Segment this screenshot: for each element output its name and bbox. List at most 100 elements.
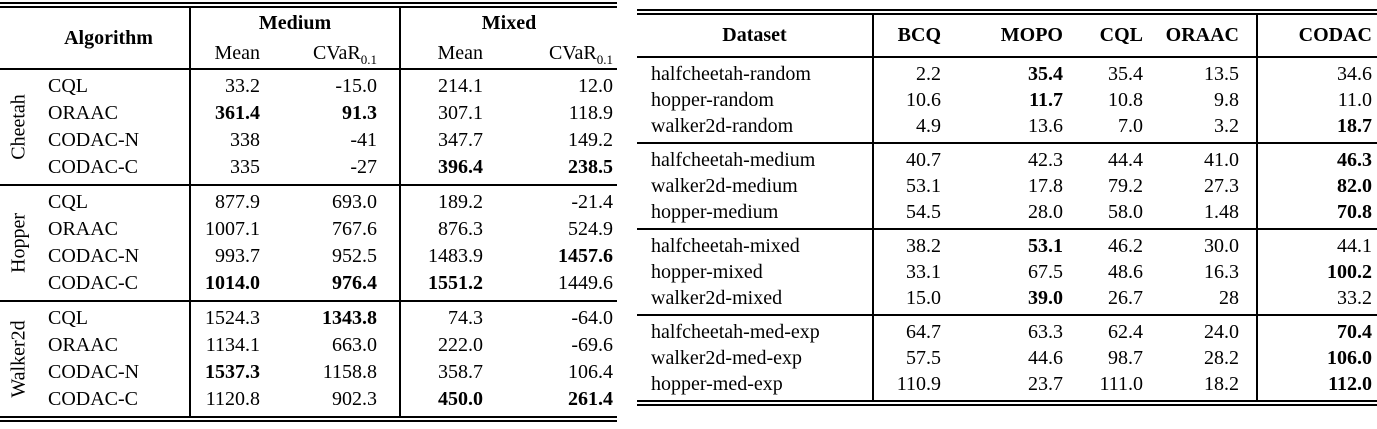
value-cell: 902.3 [332, 388, 378, 410]
right-table-header: Dataset BCQ MOPO CQL ORAAC CODAC [637, 12, 1377, 57]
value-cell: -69.6 [571, 334, 614, 356]
table-row: walker2d-mixed 15.0 39.0 26.7 28 33.2 [637, 285, 1377, 315]
algorithm-cell: CQL [48, 307, 88, 329]
dataset-cell: hopper-random [651, 89, 774, 111]
value-cell: 26.7 [1108, 287, 1143, 309]
value-cell: 13.6 [1028, 115, 1063, 137]
value-cell: 222.0 [399, 332, 494, 359]
dataset-group-1: halfcheetah-medium 40.7 42.3 44.4 41.0 46.3 wa… [637, 143, 1377, 229]
cvar-subscript: 0.1 [360, 52, 378, 67]
env-label: Walker2d [0, 301, 38, 419]
value-cell: 33.2 [189, 69, 271, 100]
value-cell: 1457.6 [558, 245, 614, 267]
value-cell: 34.6 [1256, 57, 1377, 87]
table-row: ORAAC 361.4 91.3 307.1 118.9 [0, 100, 617, 127]
value-cell: 3.2 [1214, 115, 1239, 137]
value-cell: 450.0 [399, 386, 494, 419]
algorithm-cell: CODAC-C [48, 156, 139, 178]
dataset-group-3: halfcheetah-med-exp 64.7 63.3 62.4 24.0 70.4 w… [637, 315, 1377, 403]
col-group-mixed: Mixed [399, 5, 618, 38]
dataset-cell: halfcheetah-random [651, 63, 811, 85]
value-cell: 11.7 [1029, 89, 1063, 111]
dataset-cell: walker2d-mixed [651, 287, 783, 309]
col-header-mixed-mean: Mean [399, 38, 494, 69]
col-header-bcq: BCQ [872, 12, 950, 57]
table-row: hopper-med-exp 110.9 23.7 111.0 18.2 112.0 [637, 371, 1377, 403]
table-row: CODAC-C 335 -27 396.4 238.5 [0, 154, 617, 185]
cvar-label: CVaR [548, 42, 597, 64]
value-cell: 111.0 [1099, 373, 1143, 395]
algorithm-cell: ORAAC [48, 334, 119, 356]
col-header-oraac: ORAAC [1165, 24, 1239, 46]
value-cell: 11.0 [1256, 87, 1377, 113]
table-row: Cheetah CQL 33.2 -15.0 214.1 12.0 [0, 69, 617, 160]
value-cell: -21.4 [571, 191, 614, 213]
env-group-walker2d: Walker2d CQL 1524.3 1343.8 74.3 -64.0 ORAAC 113… [0, 301, 618, 419]
value-cell: 1483.9 [399, 243, 494, 270]
header-row-groups: Algorithm Medium Mixed [0, 5, 618, 49]
value-cell: 396.4 [399, 154, 494, 185]
value-cell: 70.8 [1256, 199, 1377, 229]
value-cell: 100.2 [1256, 259, 1377, 285]
value-cell: 7.0 [1118, 115, 1143, 137]
table-row: CODAC-N 1537.3 1158.8 358.7 106.4 [0, 359, 617, 386]
table-row: hopper-random 10.6 11.7 10.8 9.8 11.0 [637, 87, 1377, 113]
value-cell: 347.7 [399, 127, 494, 154]
value-cell: 1.48 [1204, 201, 1239, 223]
value-cell: 1343.8 [322, 307, 378, 329]
env-label: Cheetah [0, 69, 38, 185]
col-header-dataset: Dataset [722, 24, 787, 46]
value-cell: 16.3 [1204, 261, 1239, 283]
value-cell: 361.4 [189, 100, 271, 127]
algorithm-cell: CODAC-N [48, 129, 140, 151]
env-group-cheetah: Cheetah CQL 33.2 -15.0 214.1 12.0 ORAAC 361.4 91… [0, 69, 618, 185]
value-cell: 993.7 [189, 243, 271, 270]
table-row: CODAC-N 338 -41 347.7 149.2 [0, 127, 617, 154]
value-cell: 876.3 [399, 216, 494, 243]
table-row: hopper-mixed 33.1 67.5 48.6 16.3 100.2 [637, 259, 1377, 285]
value-cell: 18.7 [1256, 113, 1377, 143]
algorithm-cell: CODAC-N [48, 245, 140, 267]
value-cell: 28 [1219, 287, 1239, 309]
value-cell: 38.2 [872, 229, 950, 259]
table-row: halfcheetah-med-exp 64.7 63.3 62.4 24.0 70.4 [637, 315, 1377, 345]
col-header-codac: CODAC [1256, 12, 1377, 57]
env-group-hopper: Hopper CQL 877.9 693.0 189.2 -21.4 ORAAC 1007.1… [0, 185, 618, 301]
dataset-group-0: halfcheetah-random 2.2 35.4 35.4 13.5 34.6 hop… [637, 57, 1377, 143]
col-header-cql: CQL [1099, 24, 1143, 46]
algorithm-cell: CQL [48, 191, 88, 213]
value-cell: 41.0 [1204, 149, 1239, 171]
env-label: Hopper [0, 185, 38, 301]
value-cell: 44.1 [1256, 229, 1377, 259]
value-cell: 42.3 [1028, 149, 1063, 171]
table-row: ORAAC 1007.1 767.6 876.3 524.9 [0, 216, 617, 243]
value-cell: 10.8 [1108, 89, 1143, 111]
value-cell: 53.1 [872, 173, 950, 199]
value-cell: 10.6 [872, 87, 950, 113]
env-label-text: Walker2d [7, 320, 30, 398]
value-cell: 1158.8 [322, 361, 378, 383]
env-label-text: Hopper [7, 213, 30, 273]
value-cell: 149.2 [568, 129, 614, 151]
col-group-medium: Medium [189, 5, 401, 38]
value-cell: 30.0 [1204, 235, 1239, 257]
value-cell: 54.5 [872, 199, 950, 229]
value-cell: 15.0 [872, 285, 950, 315]
algorithm-cell: ORAAC [48, 102, 119, 124]
value-cell: 23.7 [1028, 373, 1063, 395]
value-cell: 261.4 [568, 388, 614, 410]
value-cell: 1120.8 [189, 386, 271, 419]
table-row: halfcheetah-medium 40.7 42.3 44.4 41.0 46.3 [637, 143, 1377, 173]
value-cell: 307.1 [399, 100, 494, 127]
value-cell: -27 [350, 156, 378, 178]
value-cell: 4.9 [872, 113, 950, 143]
value-cell: 1014.0 [189, 270, 271, 301]
value-cell: 24.0 [1204, 321, 1239, 343]
value-cell: 335 [189, 154, 271, 185]
table-row: halfcheetah-mixed 38.2 53.1 46.2 30.0 44.1 [637, 229, 1377, 259]
value-cell: 33.2 [1256, 285, 1377, 315]
value-cell: -64.0 [571, 307, 614, 329]
value-cell: 12.0 [578, 75, 614, 97]
value-cell: -41 [350, 129, 378, 151]
value-cell: 17.8 [1028, 175, 1063, 197]
